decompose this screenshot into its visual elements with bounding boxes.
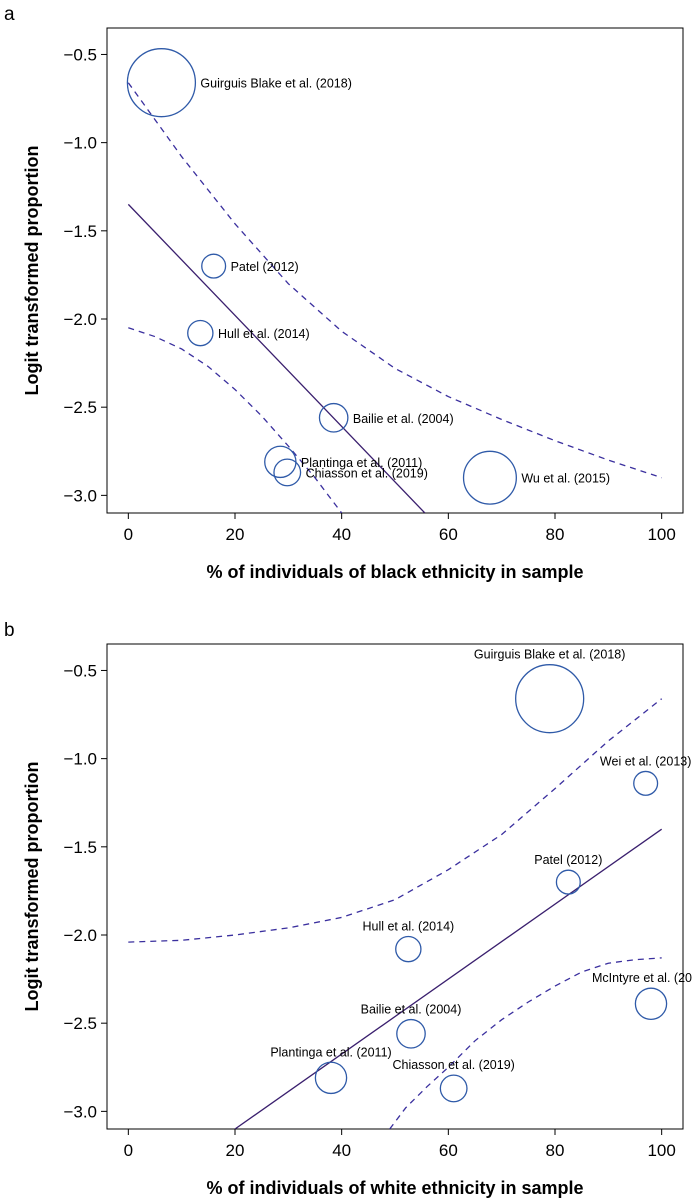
study-bubble [318,402,349,433]
study-bubble [634,987,668,1021]
x-tick-label: 80 [546,1141,565,1160]
y-tick-label: −3.0 [63,486,97,505]
y-tick-label: −2.5 [63,1014,97,1033]
panel-a-letter: a [4,4,15,25]
x-tick-label: 100 [647,525,675,544]
study-label: McIntyre et al. (2012) [592,971,692,985]
study-bubble [462,450,517,505]
study-label: Chiasson et al. (2019) [393,1058,515,1072]
study-bubble [126,48,197,118]
study-label: Guirguis Blake et al. (2018) [474,648,625,662]
study-bubble [515,664,585,734]
panel-b-letter: b [4,620,15,641]
study-label: Hull et al. (2014) [218,327,310,341]
regression-line [127,203,426,513]
study-label: Guirguis Blake et al. (2018) [200,77,351,91]
y-tick-label: −0.5 [63,45,97,64]
x-tick-label: 0 [124,525,133,544]
x-tick-label: 20 [226,1141,245,1160]
x-tick-label: 40 [332,1141,351,1160]
plot-area [126,48,662,513]
plot-area [128,664,668,1129]
study-bubble [187,319,214,347]
panel-b-chart: 0 20 40 60 80 100 −0.5 −1.0 −1.5 −2.0 −2.5 −3.0 % of… [22,643,692,1198]
x-tick-label: 60 [439,525,458,544]
x-axis-title: % of individuals of black ethnicity in s… [206,562,583,582]
plot-frame [106,643,684,1130]
study-label: Bailie et al. (2004) [361,1003,462,1017]
ci-upper-line [127,82,662,479]
study-label: Chiasson et al. (2019) [306,466,428,480]
y-tick-label: −2.0 [63,310,97,329]
study-label: Patel (2012) [534,853,602,867]
study-bubble [633,770,659,796]
x-axis-title: % of individuals of white ethnicity in s… [206,1178,583,1198]
study-label: Plantinga et al. (2011) [301,456,422,470]
y-axis-title: Logit transformed proportion [22,762,42,1012]
study-label: Patel (2012) [231,260,299,274]
study-bubble [439,1074,468,1103]
study-label: Wei et al. (2013) [600,754,691,768]
x-tick-label: 60 [439,1141,458,1160]
y-tick-label: −1.5 [63,222,97,241]
regression-line [234,828,663,1129]
plot-frame [106,27,684,514]
study-bubble [555,869,581,895]
study-label: Plantinga et al. (2011) [270,1045,391,1059]
study-label: Wu et al. (2015) [521,472,610,486]
x-tick-label: 20 [226,525,245,544]
study-bubble [396,1018,426,1049]
y-axis-title: Logit transformed proportion [22,146,42,396]
y-tick-label: −1.0 [63,134,97,153]
ci-lower-line [128,327,343,513]
x-tick-label: 80 [546,525,565,544]
study-bubble [314,1061,348,1095]
y-tick-label: −1.5 [63,838,97,857]
ci-upper-line [128,698,663,943]
x-tick-label: 40 [332,525,351,544]
y-tick-label: −2.5 [63,398,97,417]
study-label: Bailie et al. (2004) [353,412,454,426]
study-label: Hull et al. (2014) [362,919,454,933]
x-tick-label: 100 [647,1141,675,1160]
y-tick-label: −3.0 [63,1102,97,1121]
x-tick-label: 0 [124,1141,133,1160]
y-tick-label: −0.5 [63,661,97,680]
y-tick-label: −2.0 [63,926,97,945]
panel-a-chart: 0 20 40 60 80 100 −0.5 −1.0 −1.5 −2.0 −2.5 −3.0 % of… [22,27,684,582]
y-tick-label: −1.0 [63,750,97,769]
study-bubble [201,253,227,279]
study-bubble [395,935,422,963]
study-bubble [273,458,302,487]
